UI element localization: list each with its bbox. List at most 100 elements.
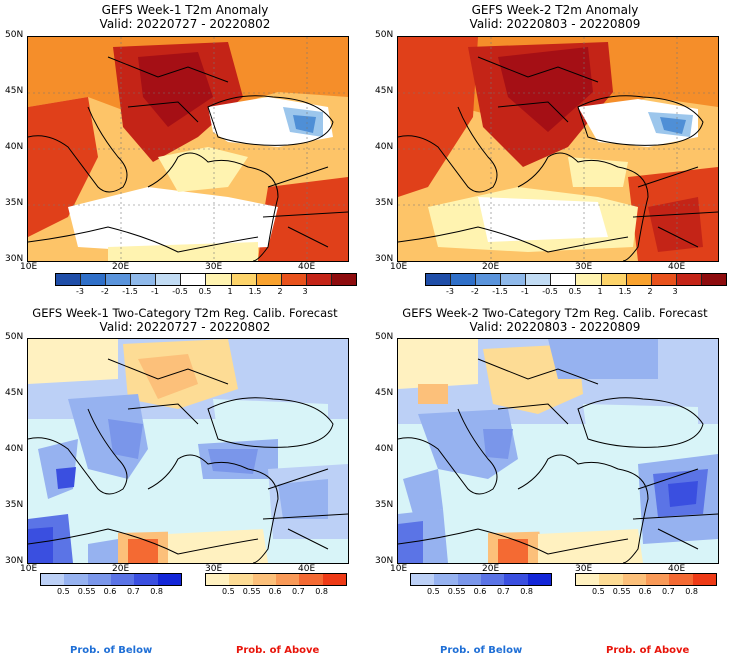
colorbar-swatch bbox=[701, 274, 726, 285]
colorbar-swatch bbox=[156, 274, 182, 285]
colorbar-swatch bbox=[504, 574, 528, 585]
colorbar-tick-label: 0.6 bbox=[268, 587, 282, 596]
colorbar-tick-label: 0.55 bbox=[77, 587, 96, 596]
colorbar-tick-label: 0.8 bbox=[315, 587, 329, 596]
colorbar-swatch bbox=[322, 574, 346, 585]
colorbar-swatch bbox=[692, 574, 716, 585]
lon-label: 20E bbox=[482, 564, 500, 574]
lon-label: 10E bbox=[20, 262, 38, 272]
lat-label: 30N bbox=[375, 556, 394, 566]
colorbar-swatch bbox=[526, 274, 552, 285]
colorbar-swatch bbox=[299, 574, 323, 585]
prob-week2-above-colorbar bbox=[575, 573, 717, 586]
lat-label: 40N bbox=[375, 444, 394, 454]
prob-week1-map bbox=[27, 338, 349, 564]
colorbar-tick-label: 1.5 bbox=[248, 287, 262, 296]
lon-label: 40E bbox=[298, 262, 316, 272]
colorbar-tick-label: 3 bbox=[672, 287, 678, 296]
lat-label: 30N bbox=[375, 254, 394, 264]
colorbar-swatch bbox=[331, 274, 356, 285]
colorbar-swatch bbox=[576, 274, 602, 285]
colorbar-swatch bbox=[256, 274, 282, 285]
colorbar-swatch bbox=[131, 274, 157, 285]
lon-label: 40E bbox=[668, 262, 686, 272]
prob-week1-title: GEFS Week-1 Two-Category T2m Reg. Calib.… bbox=[32, 306, 338, 320]
colorbar-swatch bbox=[669, 574, 693, 585]
prob-week1-below-colorbar bbox=[40, 573, 182, 586]
colorbar-swatch bbox=[480, 574, 505, 585]
anomaly-week1-valid: Valid: 20220727 - 20220802 bbox=[99, 17, 271, 31]
colorbar-swatch bbox=[229, 574, 253, 585]
colorbar-swatch bbox=[275, 574, 300, 585]
lon-label: 40E bbox=[668, 564, 686, 574]
lat-label: 45N bbox=[375, 388, 394, 398]
lat-label: 45N bbox=[5, 86, 24, 96]
anomaly-week2-map-svg bbox=[398, 37, 718, 261]
anomaly-week2-title: GEFS Week-2 T2m Anomaly bbox=[471, 3, 639, 17]
colorbar-swatch bbox=[476, 274, 502, 285]
lat-label: 45N bbox=[5, 388, 24, 398]
prob-below-label-right: Prob. of Below bbox=[440, 645, 523, 656]
colorbar-tick-label: -0.5 bbox=[542, 287, 558, 296]
lat-label: 35N bbox=[5, 198, 24, 208]
colorbar-tick-label: -3 bbox=[76, 287, 84, 296]
colorbar-swatch bbox=[306, 274, 332, 285]
anomaly-week1-map-svg bbox=[28, 37, 348, 261]
colorbar-swatch bbox=[457, 574, 481, 585]
colorbar-swatch bbox=[231, 274, 257, 285]
colorbar-swatch bbox=[281, 274, 307, 285]
colorbar-tick-label: -1 bbox=[521, 287, 529, 296]
lat-label: 40N bbox=[375, 142, 394, 152]
prob-above-label-left: Prob. of Above bbox=[236, 645, 320, 656]
colorbar-tick-label: 0.8 bbox=[150, 587, 164, 596]
colorbar-swatch bbox=[134, 574, 158, 585]
colorbar-tick-label: 0.55 bbox=[447, 587, 466, 596]
lon-label: 30E bbox=[205, 262, 223, 272]
colorbar-tick-label: 0.5 bbox=[56, 587, 70, 596]
lon-label: 20E bbox=[112, 262, 130, 272]
colorbar-swatch bbox=[411, 574, 435, 585]
anomaly-week1-title: GEFS Week-1 T2m Anomaly bbox=[101, 3, 269, 17]
lat-label: 50N bbox=[5, 30, 24, 40]
colorbar-swatch bbox=[41, 574, 65, 585]
colorbar-swatch bbox=[81, 274, 107, 285]
lat-label: 30N bbox=[5, 254, 24, 264]
colorbar-tick-label: 0.55 bbox=[242, 587, 261, 596]
colorbar-tick-label: 0.7 bbox=[126, 587, 140, 596]
colorbar-swatch bbox=[110, 574, 135, 585]
colorbar-tick-label: -1 bbox=[151, 287, 159, 296]
prob-week2-title: GEFS Week-2 Two-Category T2m Reg. Calib.… bbox=[402, 306, 708, 320]
colorbar-tick-label: 0.5 bbox=[568, 287, 582, 296]
colorbar-tick-label: 3 bbox=[302, 287, 308, 296]
lat-label: 35N bbox=[375, 500, 394, 510]
colorbar-tick-label: -0.5 bbox=[172, 287, 188, 296]
colorbar-tick-label: 0.5 bbox=[221, 587, 235, 596]
colorbar-swatch bbox=[181, 274, 207, 285]
lon-label: 20E bbox=[112, 564, 130, 574]
prob-week1-above-colorbar bbox=[205, 573, 347, 586]
lat-label: 50N bbox=[375, 332, 394, 342]
colorbar-tick-label: -1.5 bbox=[122, 287, 138, 296]
prob-week1-valid: Valid: 20220727 - 20220802 bbox=[99, 320, 271, 334]
lat-label: 45N bbox=[375, 86, 394, 96]
colorbar-tick-label: 0.8 bbox=[685, 587, 699, 596]
lat-label: 50N bbox=[5, 332, 24, 342]
prob-week2-map bbox=[397, 338, 719, 564]
colorbar-swatch bbox=[252, 574, 276, 585]
lat-label: 50N bbox=[375, 30, 394, 40]
colorbar-tick-label: -1.5 bbox=[492, 287, 508, 296]
colorbar-tick-label: 2 bbox=[647, 287, 653, 296]
colorbar-swatch bbox=[601, 274, 627, 285]
colorbar-tick-label: 1 bbox=[597, 287, 603, 296]
colorbar-tick-label: 0.5 bbox=[591, 587, 605, 596]
colorbar-swatch bbox=[206, 274, 232, 285]
anomaly-week2-colorbar bbox=[425, 273, 727, 286]
colorbar-swatch bbox=[651, 274, 677, 285]
colorbar-tick-label: 0.55 bbox=[612, 587, 631, 596]
colorbar-swatch bbox=[527, 574, 551, 585]
colorbar-tick-label: -2 bbox=[471, 287, 479, 296]
colorbar-tick-label: -3 bbox=[446, 287, 454, 296]
prob-week2-below-colorbar bbox=[410, 573, 552, 586]
lat-label: 35N bbox=[5, 500, 24, 510]
anomaly-week2-valid: Valid: 20220803 - 20220809 bbox=[469, 17, 641, 31]
